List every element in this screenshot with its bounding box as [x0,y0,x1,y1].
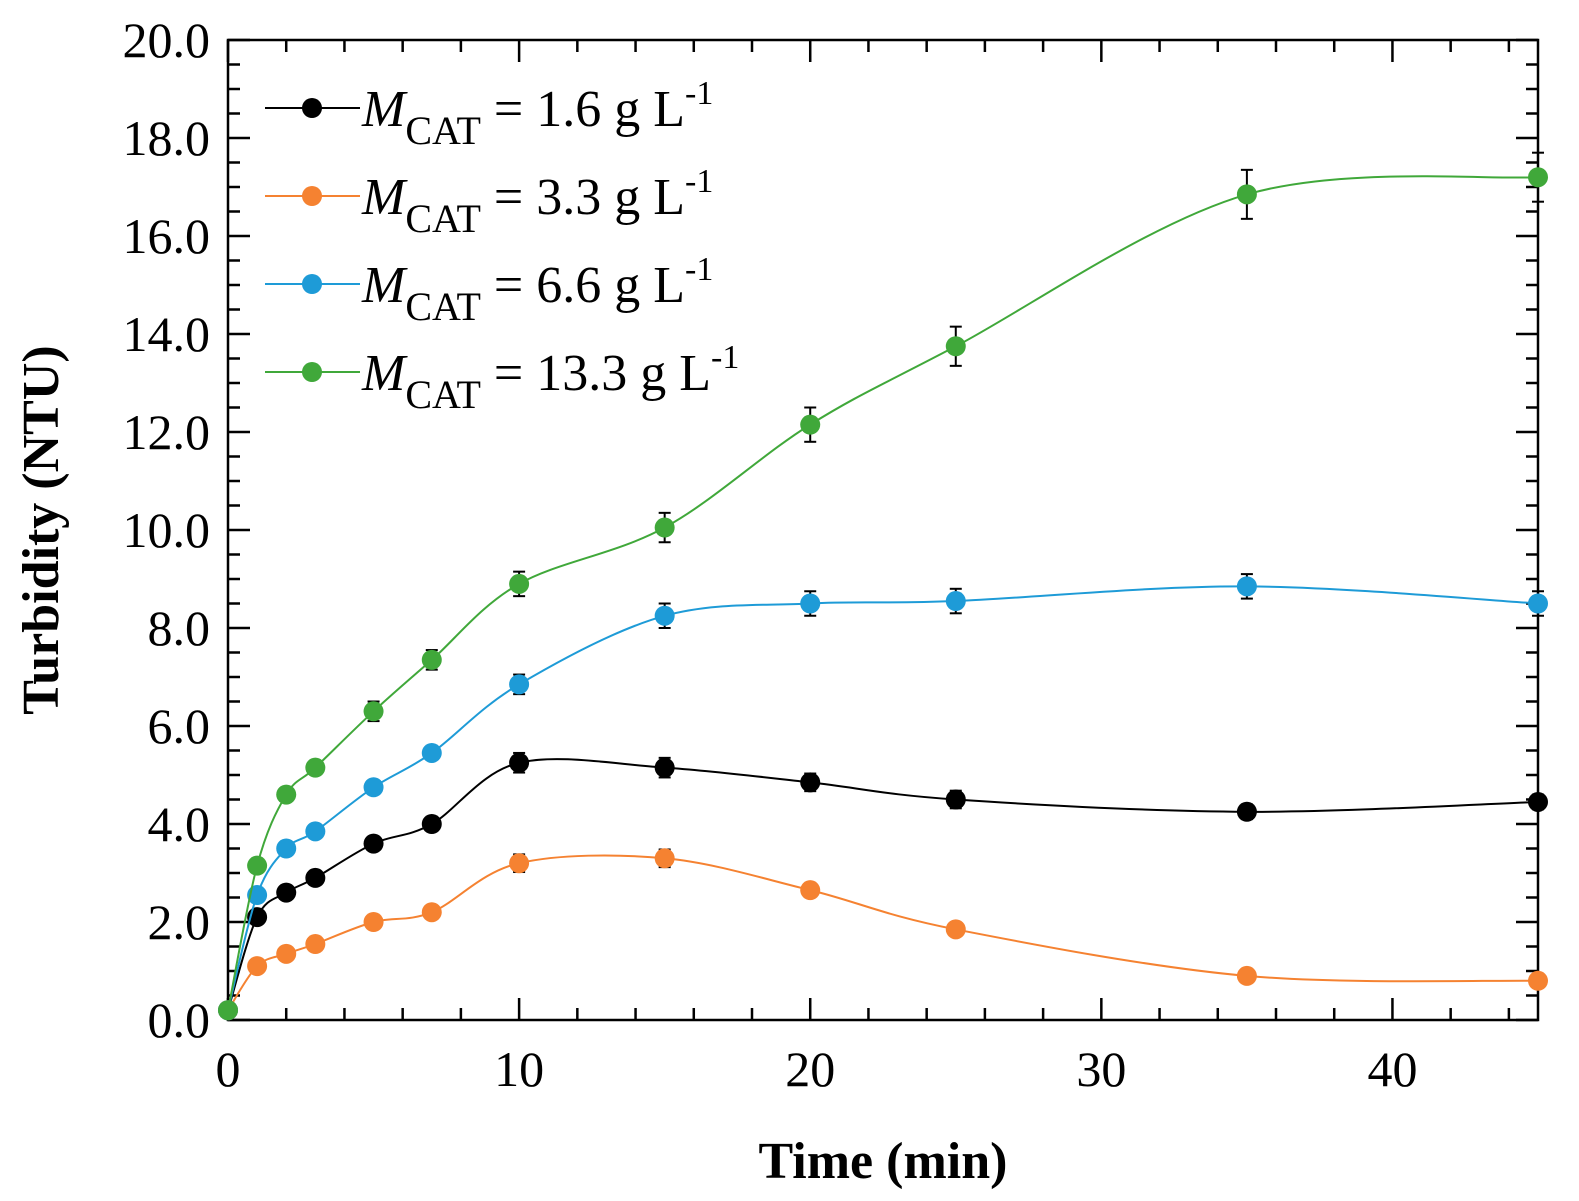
series-line [227,585,1539,1011]
y-tick-label: 12.0 [123,404,211,460]
data-point [247,855,268,876]
data-point [247,956,268,977]
data-point [509,752,530,773]
y-tick-label: 8.0 [148,600,211,656]
y-tick-label: 6.0 [148,698,211,754]
data-point [800,414,821,435]
data-point [945,789,966,810]
x-tick-label: 30 [1076,1041,1126,1097]
y-tick-label: 14.0 [123,306,211,362]
data-point [945,591,966,612]
data-point [509,573,530,594]
data-point [305,867,326,888]
data-point [800,880,821,901]
data-point [509,674,530,695]
legend-item: MCAT = 1.6 g L-1 [265,75,713,153]
y-tick-label: 18.0 [123,110,211,166]
series-4 [218,151,1548,1021]
data-point [654,757,675,778]
data-point [1528,593,1548,614]
legend-marker [302,362,322,382]
data-point [276,882,297,903]
data-point [421,814,442,834]
x-tick-label: 0 [216,1041,241,1097]
data-point [654,517,675,538]
y-tick-label: 10.0 [123,502,211,558]
data-point [421,742,442,763]
x-tick-label: 10 [494,1041,544,1097]
data-point [218,1000,238,1021]
axis-ticks [226,38,1538,1022]
data-point [276,838,297,859]
y-axis-title: Turbidity (NTU) [13,345,70,714]
series-line [227,854,1539,1011]
series-3 [218,573,1548,1021]
legend-marker [302,274,322,294]
x-tick-label: 20 [785,1041,835,1097]
data-point [363,777,384,798]
data-point [1236,184,1257,205]
data-point [945,919,966,940]
x-tick-label: 40 [1367,1041,1417,1097]
data-point [305,934,326,955]
data-point [654,605,675,626]
data-point [1236,965,1257,986]
y-tick-label: 16.0 [123,208,211,264]
data-point [1236,576,1257,597]
legend-label: MCAT = 1.6 g L-1 [361,75,713,153]
y-tick-label: 20.0 [123,12,211,68]
data-point [363,701,384,722]
data-point [421,902,442,923]
data-point [305,821,326,842]
y-tick-label: 4.0 [148,796,211,852]
data-point [654,848,675,869]
legend-item: MCAT = 13.3 g L-1 [265,339,739,417]
data-point [305,757,326,778]
series-layer [218,151,1548,1021]
data-point [363,833,384,854]
legend-label: MCAT = 6.6 g L-1 [361,251,713,329]
legend-label: MCAT = 3.3 g L-1 [361,163,713,241]
plot-frame [226,38,1540,1022]
data-point [363,912,384,932]
data-point [1528,167,1548,188]
legend-item: MCAT = 6.6 g L-1 [265,251,713,329]
x-axis-title: Time (min) [759,1133,1008,1190]
data-point [276,784,297,805]
legend-marker [302,98,322,118]
data-point [1528,970,1548,991]
y-tick-label: 0.0 [148,992,211,1048]
tick-labels: 0 10 20 30 40 0.0 2.0 4.0 6.0 8.0 10.0 12.0 14.0 16.0… [123,12,1418,1097]
data-point [800,772,821,793]
legend-label: MCAT = 13.3 g L-1 [361,339,739,417]
data-point [509,853,530,874]
legend: MCAT = 1.6 g L-1 MCAT = 3.3 g L-1 MCAT = 6… [265,75,739,417]
data-point [421,649,442,670]
legend-item: MCAT = 3.3 g L-1 [265,163,713,241]
data-point [945,336,966,357]
series-2 [218,848,1548,1021]
legend-marker [302,186,322,206]
y-tick-label: 2.0 [148,894,211,950]
series-line [227,758,1539,1011]
data-point [1236,801,1257,822]
data-point [800,593,821,614]
data-point [276,943,297,964]
data-point [1528,791,1548,812]
